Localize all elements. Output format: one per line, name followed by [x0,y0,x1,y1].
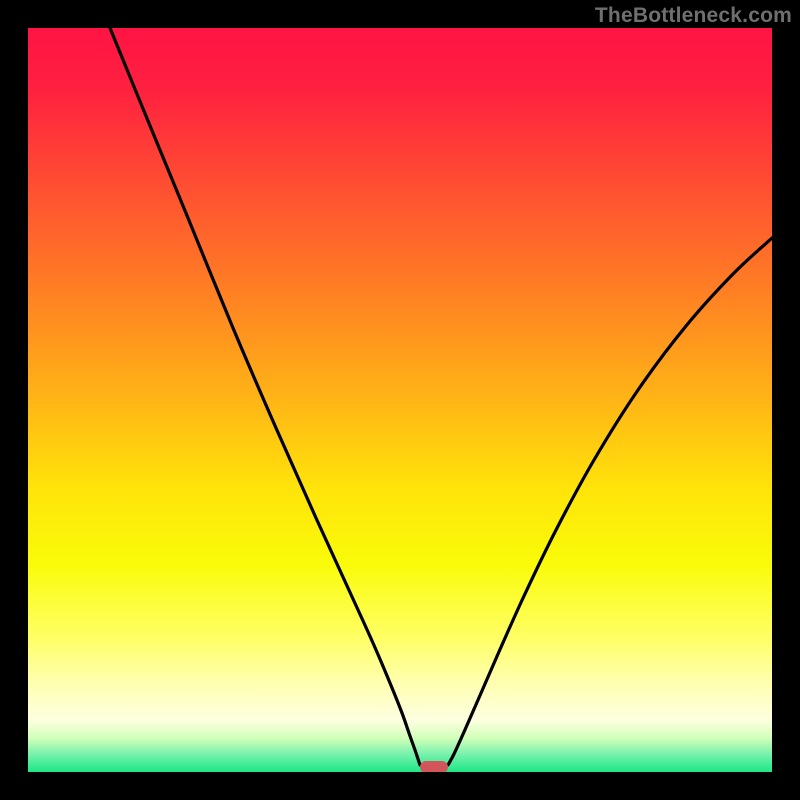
plot-area [28,28,772,772]
watermark-text: TheBottleneck.com [595,4,792,28]
bottleneck-curve [28,28,772,772]
trough-marker [420,761,448,772]
chart-frame: TheBottleneck.com [0,0,800,800]
